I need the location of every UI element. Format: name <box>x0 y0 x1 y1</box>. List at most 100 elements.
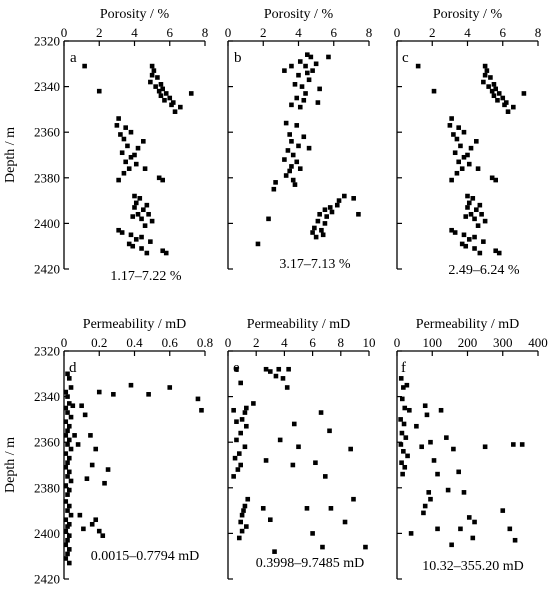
data-point <box>454 136 460 142</box>
data-point <box>268 369 273 374</box>
data-point <box>283 173 289 178</box>
data-point <box>81 526 86 532</box>
y-tick-label: 2420 <box>34 572 60 587</box>
data-point <box>65 524 70 529</box>
data-point <box>511 442 516 447</box>
data-point <box>96 88 102 94</box>
data-point <box>119 150 125 156</box>
data-point <box>475 223 481 228</box>
data-point <box>297 104 303 110</box>
data-point <box>68 446 74 452</box>
data-point <box>132 193 137 199</box>
data-point <box>63 542 69 548</box>
data-point <box>66 437 72 443</box>
x-tick-label: 0 <box>394 25 401 40</box>
data-point <box>456 125 461 130</box>
data-point <box>68 414 74 420</box>
data-point <box>65 442 70 447</box>
data-point <box>128 154 134 160</box>
data-point <box>405 453 410 459</box>
data-point <box>148 79 153 85</box>
data-point <box>320 232 326 238</box>
data-point <box>452 150 458 156</box>
data-point <box>415 63 421 69</box>
data-point <box>130 243 136 249</box>
data-point <box>488 75 493 80</box>
data-point <box>408 531 414 536</box>
data-point <box>424 412 430 418</box>
data-point <box>139 216 144 222</box>
y-axis-title: Depth / m <box>3 437 18 493</box>
data-point <box>290 177 296 183</box>
data-point <box>482 218 488 224</box>
data-point <box>519 442 525 447</box>
data-point <box>306 145 312 151</box>
data-point <box>118 132 123 137</box>
data-point <box>130 214 136 219</box>
data-point <box>470 535 476 541</box>
panel-c: 0 2 4 6 8 Porosity / % c 2.49–6.24 % <box>394 7 542 278</box>
x-tick-label: 0.6 <box>162 335 179 350</box>
data-point <box>491 93 497 99</box>
data-point <box>239 417 245 422</box>
x-tick-label: 6 <box>309 335 316 350</box>
data-point <box>66 487 72 493</box>
data-point <box>461 232 467 238</box>
data-point <box>398 376 404 381</box>
data-point <box>266 216 271 222</box>
x-tick-label: 6 <box>167 25 174 40</box>
data-point <box>472 246 477 251</box>
data-point <box>495 97 500 103</box>
data-point <box>234 437 239 443</box>
data-point <box>163 250 169 256</box>
data-point <box>282 157 287 162</box>
data-point <box>458 526 463 532</box>
data-point <box>89 521 95 527</box>
data-point <box>398 417 403 422</box>
range-annotation: 2.49–6.24 % <box>448 263 520 278</box>
data-point <box>521 91 527 96</box>
data-point <box>466 515 472 520</box>
data-point <box>312 225 317 231</box>
data-point <box>402 405 408 411</box>
data-point <box>149 218 155 224</box>
data-point <box>133 161 139 167</box>
data-point <box>63 483 69 488</box>
data-point <box>320 544 325 550</box>
data-point <box>63 419 69 424</box>
data-point <box>315 100 321 105</box>
data-point <box>459 241 465 247</box>
data-point <box>142 166 148 171</box>
data-point <box>481 79 486 85</box>
data-point <box>505 109 511 114</box>
data-point <box>512 537 518 543</box>
data-point <box>322 207 328 213</box>
data-point <box>458 143 463 149</box>
data-point <box>449 542 454 548</box>
data-point <box>305 52 310 57</box>
data-point <box>132 205 137 210</box>
panel-d: 0 0.2 0.4 0.6 0.8 2320 2340 2360 2380 2400 2420 Per… <box>3 317 213 587</box>
y-tick-label: 2420 <box>34 262 60 277</box>
data-point <box>66 560 72 566</box>
data-point <box>463 214 469 219</box>
x-axis-title: Permeability / mD <box>416 317 519 332</box>
data-point <box>315 218 321 224</box>
data-point <box>144 250 150 256</box>
data-point <box>65 460 70 466</box>
data-point <box>260 506 266 511</box>
data-point <box>286 366 291 372</box>
data-point <box>351 496 356 502</box>
data-point <box>158 93 164 99</box>
data-point <box>489 88 495 94</box>
data-point <box>66 503 72 509</box>
data-point <box>426 490 432 495</box>
data-point <box>444 435 449 440</box>
data-point <box>282 68 287 73</box>
data-point <box>466 200 472 206</box>
data-point <box>239 512 245 518</box>
data-point <box>96 389 102 395</box>
x-tick-label: 0 <box>225 335 232 350</box>
